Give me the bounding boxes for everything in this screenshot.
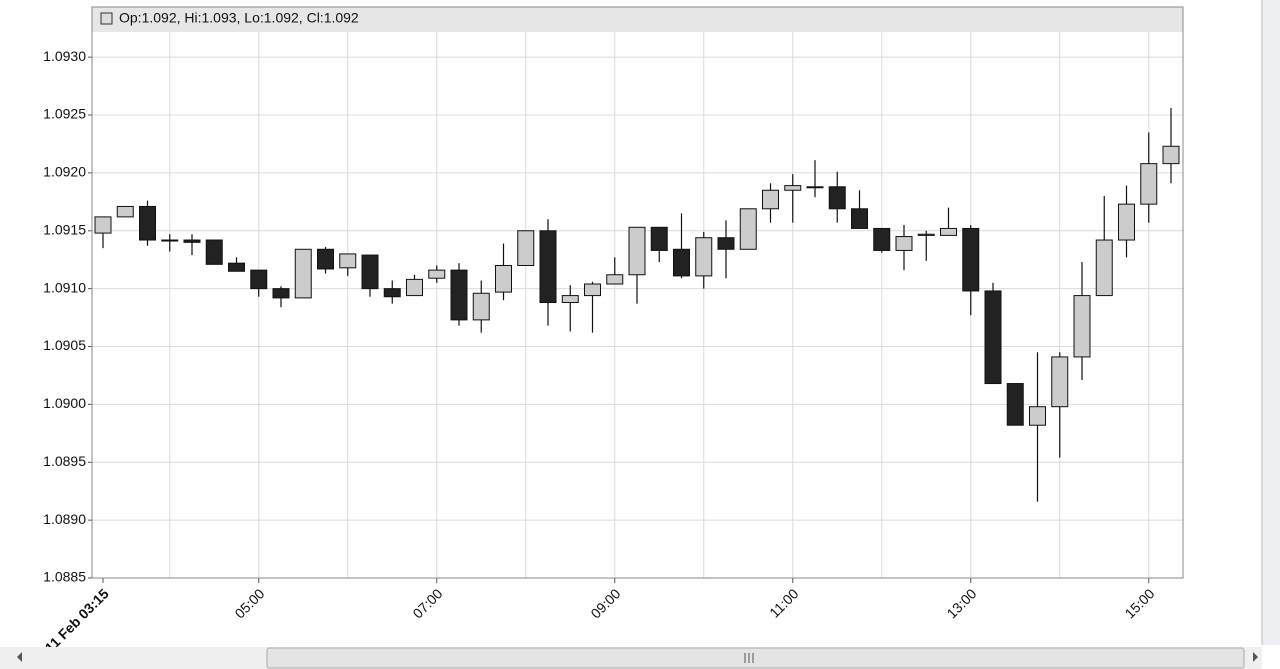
plot-border: [91, 6, 1184, 579]
candle-body: [94, 216, 112, 234]
candle-body: [250, 269, 268, 290]
candle-body: [161, 239, 179, 242]
candle-body: [406, 278, 423, 297]
window-frame: [1262, 0, 1280, 645]
candle-body: [695, 237, 713, 277]
candle-body: [1118, 203, 1135, 241]
candle-body: [1095, 239, 1113, 297]
candle-body: [383, 288, 401, 298]
candle-body: [228, 262, 245, 272]
candle-body: [205, 239, 223, 265]
candle-body: [650, 226, 668, 251]
y-tick-label: 1.0900: [43, 395, 86, 411]
scroll-left[interactable]: [17, 652, 22, 662]
candle-body: [294, 248, 312, 299]
candle-body: [917, 233, 935, 236]
legend-text: Op:1.092, Hi:1.093, Lo:1.092, Cl:1.092: [119, 10, 359, 26]
candle-body: [361, 254, 379, 290]
candle-body: [784, 185, 802, 191]
y-tick-label: 1.0920: [43, 164, 86, 180]
candle-body: [584, 283, 601, 297]
legend-bar: [92, 7, 1183, 32]
candle-body: [495, 264, 512, 293]
y-tick-label: 1.0895: [43, 453, 86, 469]
candle-body: [984, 290, 1002, 385]
candle-body: [717, 237, 735, 250]
candle-body: [183, 239, 201, 243]
candle-body: [1029, 406, 1046, 426]
candle-body: [851, 208, 868, 229]
legend-icon: [100, 12, 113, 25]
y-tick-label: 1.0925: [43, 106, 86, 122]
candle-body: [1140, 163, 1158, 205]
candle-body: [962, 227, 980, 292]
candle-body: [339, 253, 357, 269]
candle-body: [539, 230, 557, 304]
candle-body: [628, 226, 646, 276]
candle-body: [517, 230, 535, 266]
candle-body: [1051, 356, 1069, 408]
candle-body: [828, 186, 846, 210]
scroll-right[interactable]: [1253, 652, 1258, 662]
y-tick-label: 1.0885: [43, 569, 86, 585]
candle-body: [739, 208, 757, 250]
scrollbar-grip: [744, 653, 754, 663]
candle-body: [1006, 383, 1024, 426]
candle-body: [806, 186, 824, 189]
candle-body: [317, 248, 334, 270]
y-tick-label: 1.0910: [43, 279, 86, 295]
candle-body: [1162, 145, 1180, 165]
candle-body: [116, 205, 134, 218]
candle-body: [561, 295, 579, 304]
scrollbar-thumb[interactable]: [266, 647, 1245, 669]
candle-body: [1073, 295, 1091, 358]
candle-body: [940, 227, 957, 236]
candle-body: [762, 189, 779, 210]
y-tick-label: 1.0930: [43, 48, 86, 64]
candle-body: [606, 274, 624, 285]
candle-body: [272, 288, 290, 299]
candle-body: [895, 236, 913, 251]
y-tick-label: 1.0905: [43, 337, 86, 353]
y-tick-label: 1.0915: [43, 221, 86, 237]
candle-body: [472, 292, 490, 321]
candle-body: [139, 205, 156, 241]
candle-body: [873, 227, 891, 251]
candle-body: [450, 269, 468, 321]
candle-body: [428, 269, 446, 279]
y-tick-label: 1.0890: [43, 511, 86, 527]
candle-body: [673, 248, 690, 277]
